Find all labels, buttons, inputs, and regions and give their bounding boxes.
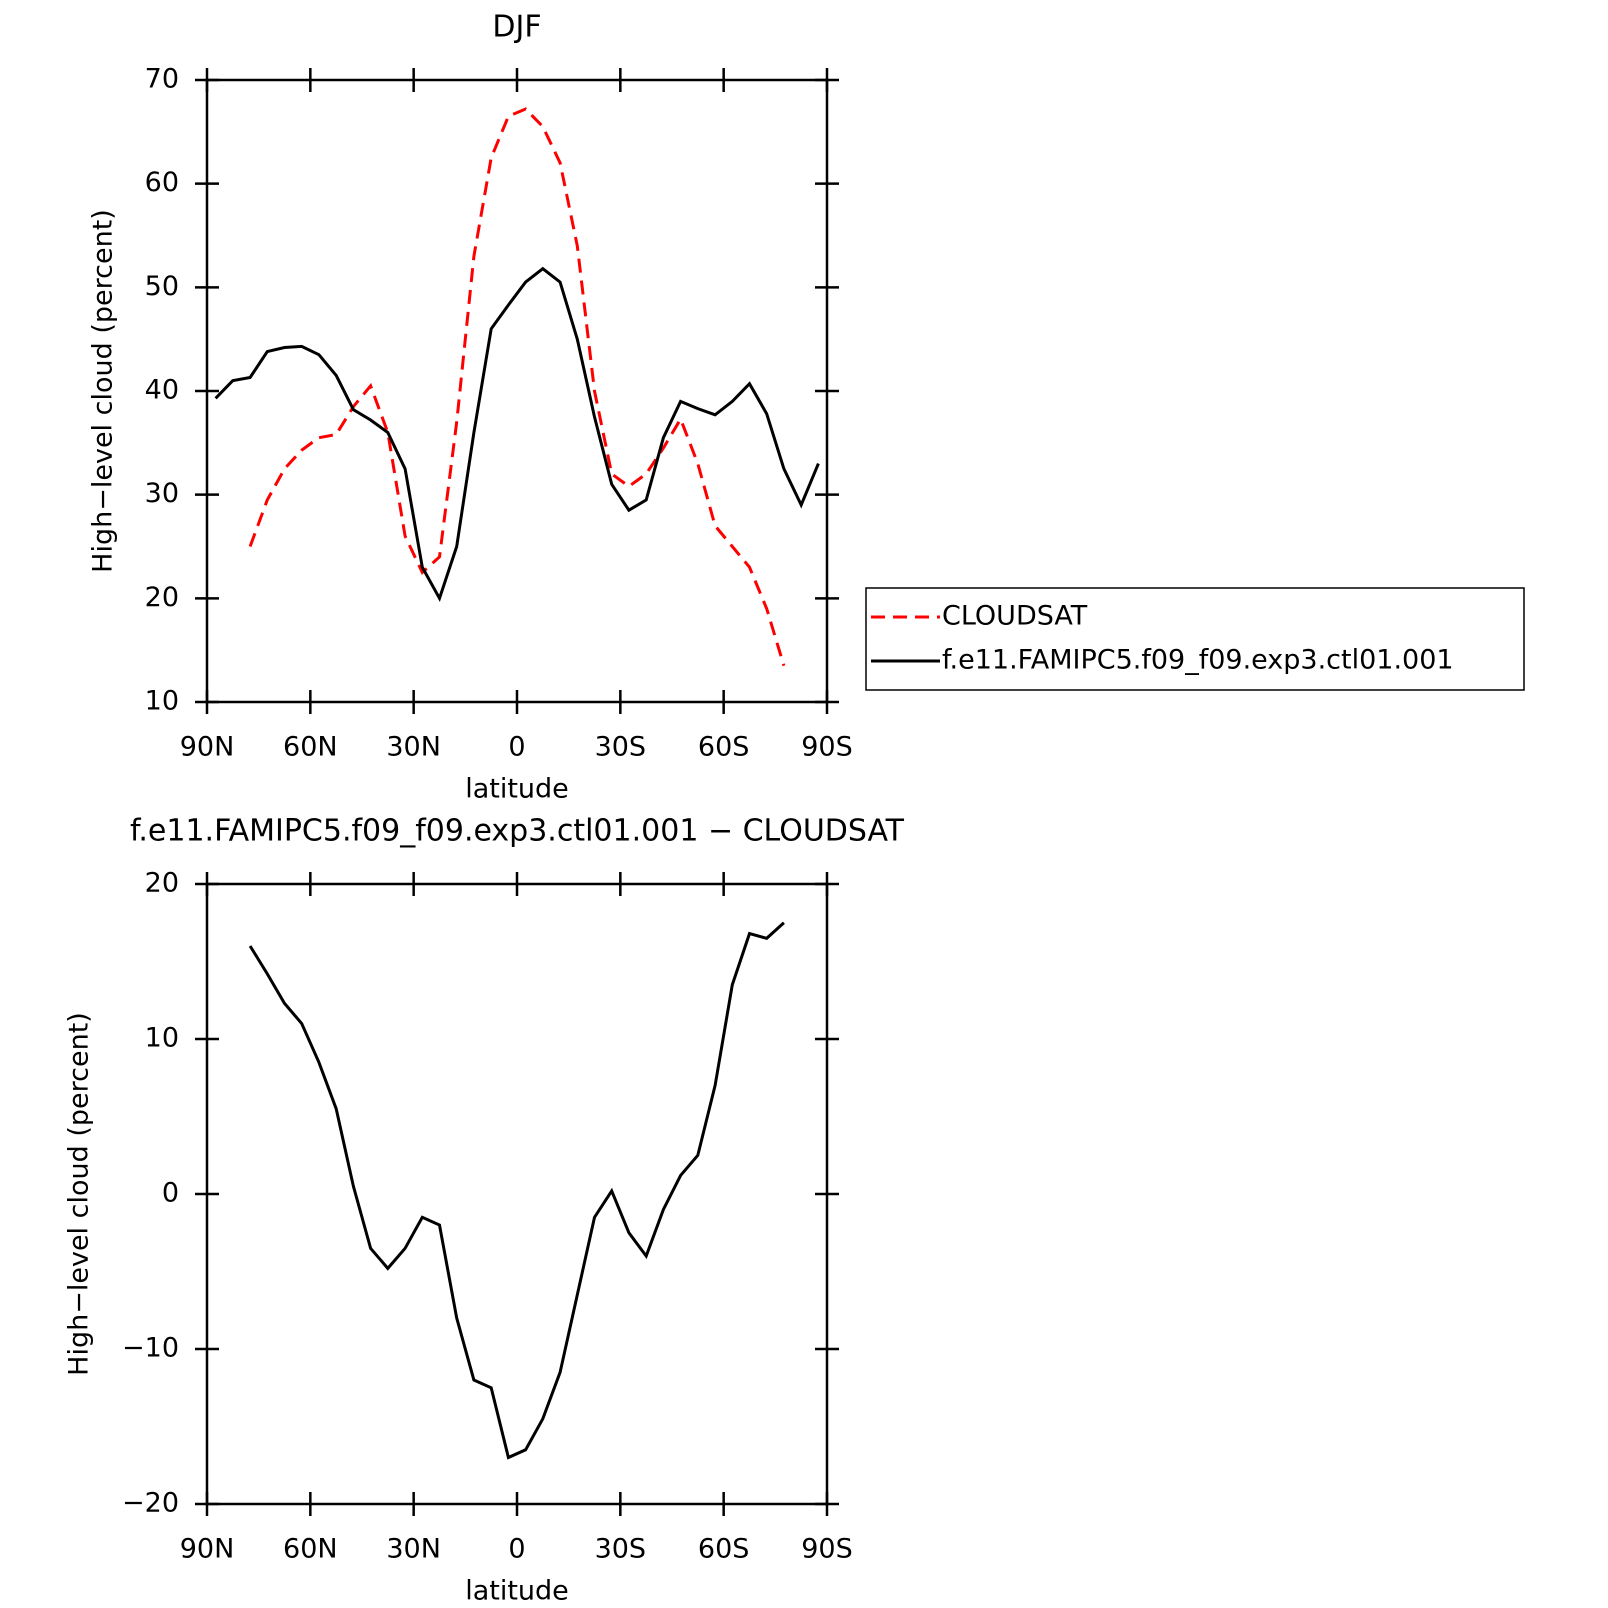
x-tick-label: 30N [386,1534,441,1565]
legend-label: CLOUDSAT [942,601,1088,632]
x-tick-label: 60N [283,732,338,763]
y-axis-label: High−level cloud (percent) [88,209,119,573]
y-tick-label: 60 [145,167,179,198]
chart-title: f.e11.FAMIPC5.f09_f09.exp3.ctl01.001 − C… [130,814,905,849]
legend-label: f.e11.FAMIPC5.f09_f09.exp3.ctl01.001 [942,645,1454,676]
y-tick-label: 20 [145,868,179,899]
chart-title: DJF [492,10,541,45]
y-tick-label: 10 [145,686,179,717]
legend-frame [865,587,1525,691]
x-tick-label: 90N [180,1534,235,1565]
x-axis-label: latitude [465,1576,569,1607]
x-tick-label: 0 [508,732,525,763]
plot-frame [205,78,829,704]
y-axis-label: High−level cloud (percent) [64,1012,95,1376]
data-line [214,266,820,603]
x-tick-label: 30S [595,1534,647,1565]
x-tick-label: 30N [386,732,441,763]
x-tick-label: 90N [180,732,235,763]
y-tick-label: 10 [145,1023,179,1054]
y-tick-label: 0 [162,1178,179,1209]
x-tick-label: 60S [698,732,750,763]
x-tick-label: 30S [595,732,647,763]
x-tick-label: 60S [698,1534,750,1565]
x-tick-label: 90S [801,732,853,763]
y-tick-label: 30 [145,478,179,509]
x-axis-label: latitude [465,774,569,805]
x-tick-label: 0 [508,1534,525,1565]
y-tick-label: 70 [145,64,179,95]
x-tick-label: 60N [283,1534,338,1565]
y-tick-label: −20 [122,1488,179,1519]
data-line [248,107,786,667]
y-tick-label: 50 [145,271,179,302]
x-tick-label: 90S [801,1534,853,1565]
data-line [248,921,785,1460]
y-tick-label: 40 [145,375,179,406]
y-tick-label: −10 [122,1333,179,1364]
y-tick-label: 20 [145,582,179,613]
